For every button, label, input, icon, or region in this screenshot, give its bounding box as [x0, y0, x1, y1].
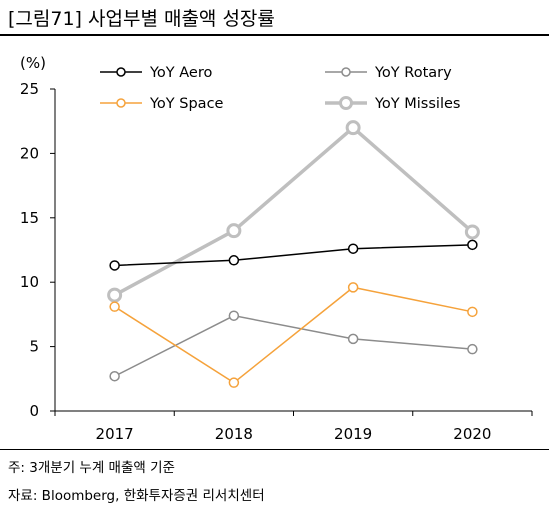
footer-divider: [0, 449, 549, 450]
chart-series: [107, 120, 480, 388]
legend-label: YoY Aero: [149, 65, 212, 81]
data-point: [467, 343, 478, 355]
chart-legend: YoY Aero YoY Rotary YoY Space YoY Missiles: [100, 65, 460, 112]
series-line: [114, 286, 473, 384]
y-tick-label: 25: [20, 80, 39, 98]
page-title: [그림71] 사업부별 매출액 성장률: [8, 8, 275, 30]
legend-item: YoY Aero: [100, 65, 212, 81]
data-point: [109, 260, 120, 271]
legend-label: YoY Rotary: [374, 65, 452, 81]
series-yoy-aero: [109, 239, 478, 271]
x-tick-label: 2019: [334, 425, 372, 443]
y-tick-label: 0: [29, 402, 39, 420]
y-tick-label: 20: [20, 144, 39, 162]
chart-note: 주: 3개분기 누계 매출액 기준: [8, 460, 175, 476]
data-point: [228, 377, 240, 388]
legend-item: YoY Missiles: [325, 96, 460, 112]
legend-marker: [116, 67, 126, 77]
series-yoy-missiles: [107, 120, 480, 303]
data-point: [467, 239, 478, 251]
series-line: [113, 125, 474, 297]
data-point: [228, 310, 240, 321]
legend-marker: [341, 67, 351, 77]
data-point: [347, 282, 359, 293]
series-line: [114, 244, 473, 267]
chart-axes: 0 5 10 15 20 25 2017 2018 2019 2020: [20, 80, 533, 443]
x-tick-label: 2017: [96, 425, 134, 443]
data-point: [347, 333, 359, 345]
x-tick-label: 2020: [453, 425, 491, 443]
legend-item: YoY Rotary: [325, 65, 452, 81]
data-point: [226, 223, 242, 239]
data-point: [345, 120, 361, 136]
legend-label: YoY Space: [149, 96, 224, 112]
legend-item: YoY Space: [100, 96, 224, 112]
data-point: [464, 224, 480, 240]
y-unit-label: (%): [20, 54, 46, 72]
legend-marker: [116, 98, 126, 108]
data-point: [107, 287, 123, 303]
series-yoy-space: [109, 282, 478, 388]
data-point: [109, 370, 120, 382]
x-tick-label: 2018: [215, 425, 253, 443]
data-point: [228, 255, 240, 266]
legend-label: YoY Missiles: [374, 96, 460, 112]
chart-source: 자료: Bloomberg, 한화투자증권 리서치센터: [8, 488, 265, 504]
legend-marker: [339, 96, 353, 110]
y-tick-label: 15: [20, 209, 39, 227]
data-point: [347, 243, 359, 254]
data-point: [467, 306, 478, 318]
title-divider: [0, 34, 549, 36]
y-tick-label: 10: [20, 273, 39, 291]
data-point: [109, 301, 120, 312]
series-yoy-rotary: [109, 310, 478, 382]
series-line: [114, 314, 473, 377]
y-tick-label: 5: [29, 338, 39, 356]
